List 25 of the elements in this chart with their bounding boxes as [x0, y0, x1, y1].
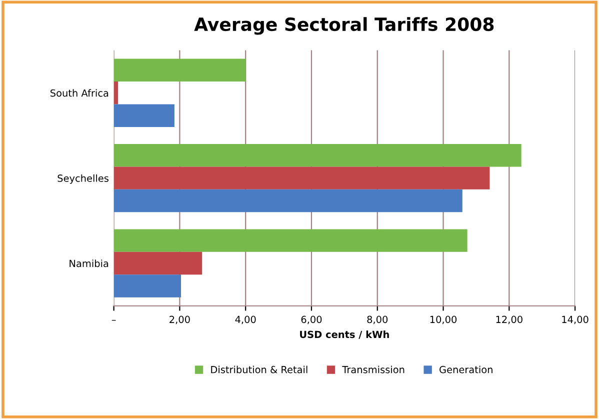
bar: [114, 104, 174, 127]
bar: [114, 252, 202, 275]
legend-label: Transmission: [342, 366, 404, 374]
y-tick-label: South Africa: [50, 89, 108, 97]
x-tick-label: 14,00: [562, 316, 588, 324]
bar: [114, 82, 118, 104]
x-tick-label: 8,00: [367, 316, 388, 324]
x-tick-label: –: [112, 320, 116, 321]
bar: [114, 144, 522, 167]
legend-label: Generation: [440, 366, 492, 374]
x-axis-title: USD cents / kWh: [300, 330, 389, 339]
x-tick-label: 4,00: [235, 316, 256, 324]
bar: [114, 229, 468, 252]
bar: [114, 274, 182, 298]
chart-title: Average Sectoral Tariffs 2008: [194, 17, 494, 35]
y-tick-label: Seychelles: [58, 174, 108, 184]
x-tick-label: 12,00: [496, 316, 522, 324]
bar: [114, 189, 462, 212]
bar: [114, 58, 246, 82]
y-tick-label: Namibia: [70, 260, 108, 268]
x-tick-label: 6,00: [301, 316, 322, 324]
legend-label: Distribution & Retail: [211, 366, 308, 374]
x-tick-label: 2,00: [170, 316, 190, 324]
bar: [114, 166, 490, 190]
x-tick-label: 10,00: [430, 316, 457, 324]
